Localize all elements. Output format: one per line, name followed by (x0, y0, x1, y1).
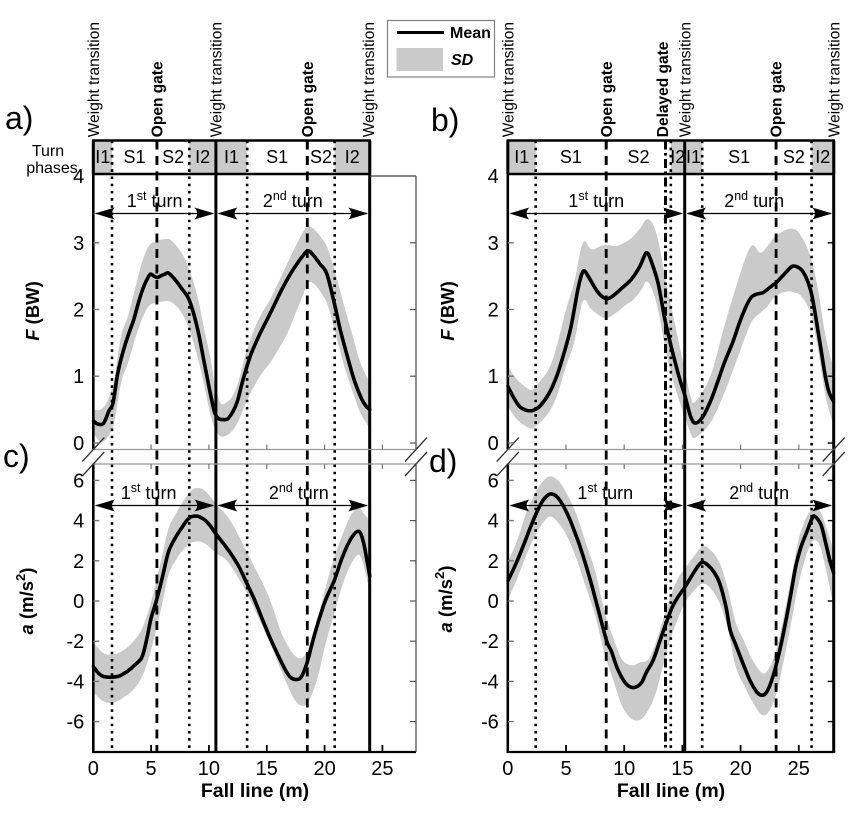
svg-text:0: 0 (88, 758, 99, 780)
svg-text:15: 15 (256, 758, 278, 780)
svg-text:S2: S2 (627, 147, 649, 167)
svg-text:0: 0 (488, 433, 499, 455)
svg-text:S2: S2 (162, 147, 184, 167)
svg-text:0: 0 (488, 591, 499, 613)
svg-text:Weight transition: Weight transition (86, 22, 103, 137)
svg-text:2nd turn: 2nd turn (724, 189, 784, 211)
svg-text:c): c) (3, 438, 30, 474)
svg-text:I2: I2 (815, 147, 830, 167)
svg-text:4: 4 (73, 166, 84, 188)
svg-text:phases: phases (26, 160, 78, 177)
svg-text:Weight transition: Weight transition (677, 22, 694, 137)
svg-text:SD: SD (451, 52, 474, 69)
svg-text:4: 4 (488, 511, 499, 533)
svg-text:I1: I1 (95, 147, 110, 167)
svg-text:Turn: Turn (32, 143, 64, 160)
svg-text:-4: -4 (481, 671, 499, 693)
svg-text:F (BW): F (BW) (22, 281, 43, 341)
svg-text:4: 4 (488, 166, 499, 188)
svg-text:d): d) (429, 443, 457, 479)
svg-text:Weight transition: Weight transition (209, 22, 226, 137)
svg-text:I1: I1 (224, 147, 239, 167)
svg-text:6: 6 (73, 470, 84, 492)
svg-text:2: 2 (73, 551, 84, 573)
svg-text:S1: S1 (560, 147, 582, 167)
svg-text:Weight transition: Weight transition (500, 22, 517, 137)
svg-text:Delayed gate: Delayed gate (655, 41, 672, 137)
svg-text:Weight transition: Weight transition (361, 22, 378, 137)
svg-text:Open gate: Open gate (599, 61, 616, 137)
svg-text:3: 3 (73, 233, 84, 255)
svg-text:S2: S2 (310, 147, 332, 167)
svg-text:2: 2 (73, 300, 84, 322)
svg-text:I2: I2 (195, 147, 210, 167)
svg-text:5: 5 (560, 758, 571, 780)
svg-text:Open gate: Open gate (150, 61, 167, 137)
svg-text:a): a) (5, 100, 33, 136)
svg-text:-2: -2 (481, 631, 499, 653)
svg-text:1st turn: 1st turn (568, 189, 624, 211)
svg-text:I1: I1 (686, 147, 701, 167)
svg-text:-2: -2 (67, 631, 85, 653)
svg-text:Mean: Mean (450, 25, 491, 42)
svg-text:2nd turn: 2nd turn (269, 481, 329, 503)
svg-text:I1: I1 (514, 147, 529, 167)
svg-text:1: 1 (73, 366, 84, 388)
svg-text:25: 25 (788, 758, 810, 780)
svg-text:4: 4 (73, 511, 84, 533)
svg-text:-4: -4 (67, 671, 85, 693)
svg-text:F (BW): F (BW) (437, 281, 458, 341)
svg-text:S1: S1 (123, 147, 145, 167)
svg-text:15: 15 (671, 758, 693, 780)
svg-text:6: 6 (488, 470, 499, 492)
svg-text:S2: S2 (783, 147, 805, 167)
svg-text:20: 20 (313, 758, 335, 780)
svg-text:5: 5 (146, 758, 157, 780)
svg-text:10: 10 (613, 758, 635, 780)
svg-text:Fall line (m): Fall line (m) (201, 780, 309, 802)
svg-text:10: 10 (198, 758, 220, 780)
svg-text:Weight transition: Weight transition (826, 22, 843, 137)
svg-text:1: 1 (488, 366, 499, 388)
svg-text:-6: -6 (481, 712, 499, 734)
svg-text:1st turn: 1st turn (121, 481, 177, 503)
svg-text:S1: S1 (266, 147, 288, 167)
svg-text:Open gate: Open gate (300, 61, 317, 137)
svg-text:1st turn: 1st turn (577, 481, 633, 503)
svg-text:b): b) (431, 102, 459, 138)
svg-text:2nd turn: 2nd turn (729, 481, 789, 503)
svg-text:Open gate: Open gate (769, 61, 786, 137)
svg-text:2: 2 (488, 300, 499, 322)
svg-text:S1: S1 (728, 147, 750, 167)
svg-text:1st turn: 1st turn (127, 189, 183, 211)
svg-text:25: 25 (371, 758, 393, 780)
svg-text:Fall line (m): Fall line (m) (617, 780, 725, 802)
svg-text:0: 0 (73, 433, 84, 455)
svg-text:0: 0 (73, 591, 84, 613)
svg-text:3: 3 (488, 233, 499, 255)
svg-text:I2: I2 (345, 147, 360, 167)
svg-text:2nd turn: 2nd turn (263, 189, 323, 211)
svg-text:2: 2 (488, 551, 499, 573)
svg-text:-6: -6 (67, 712, 85, 734)
svg-text:20: 20 (729, 758, 751, 780)
svg-text:I2: I2 (670, 147, 685, 167)
svg-text:0: 0 (502, 758, 513, 780)
